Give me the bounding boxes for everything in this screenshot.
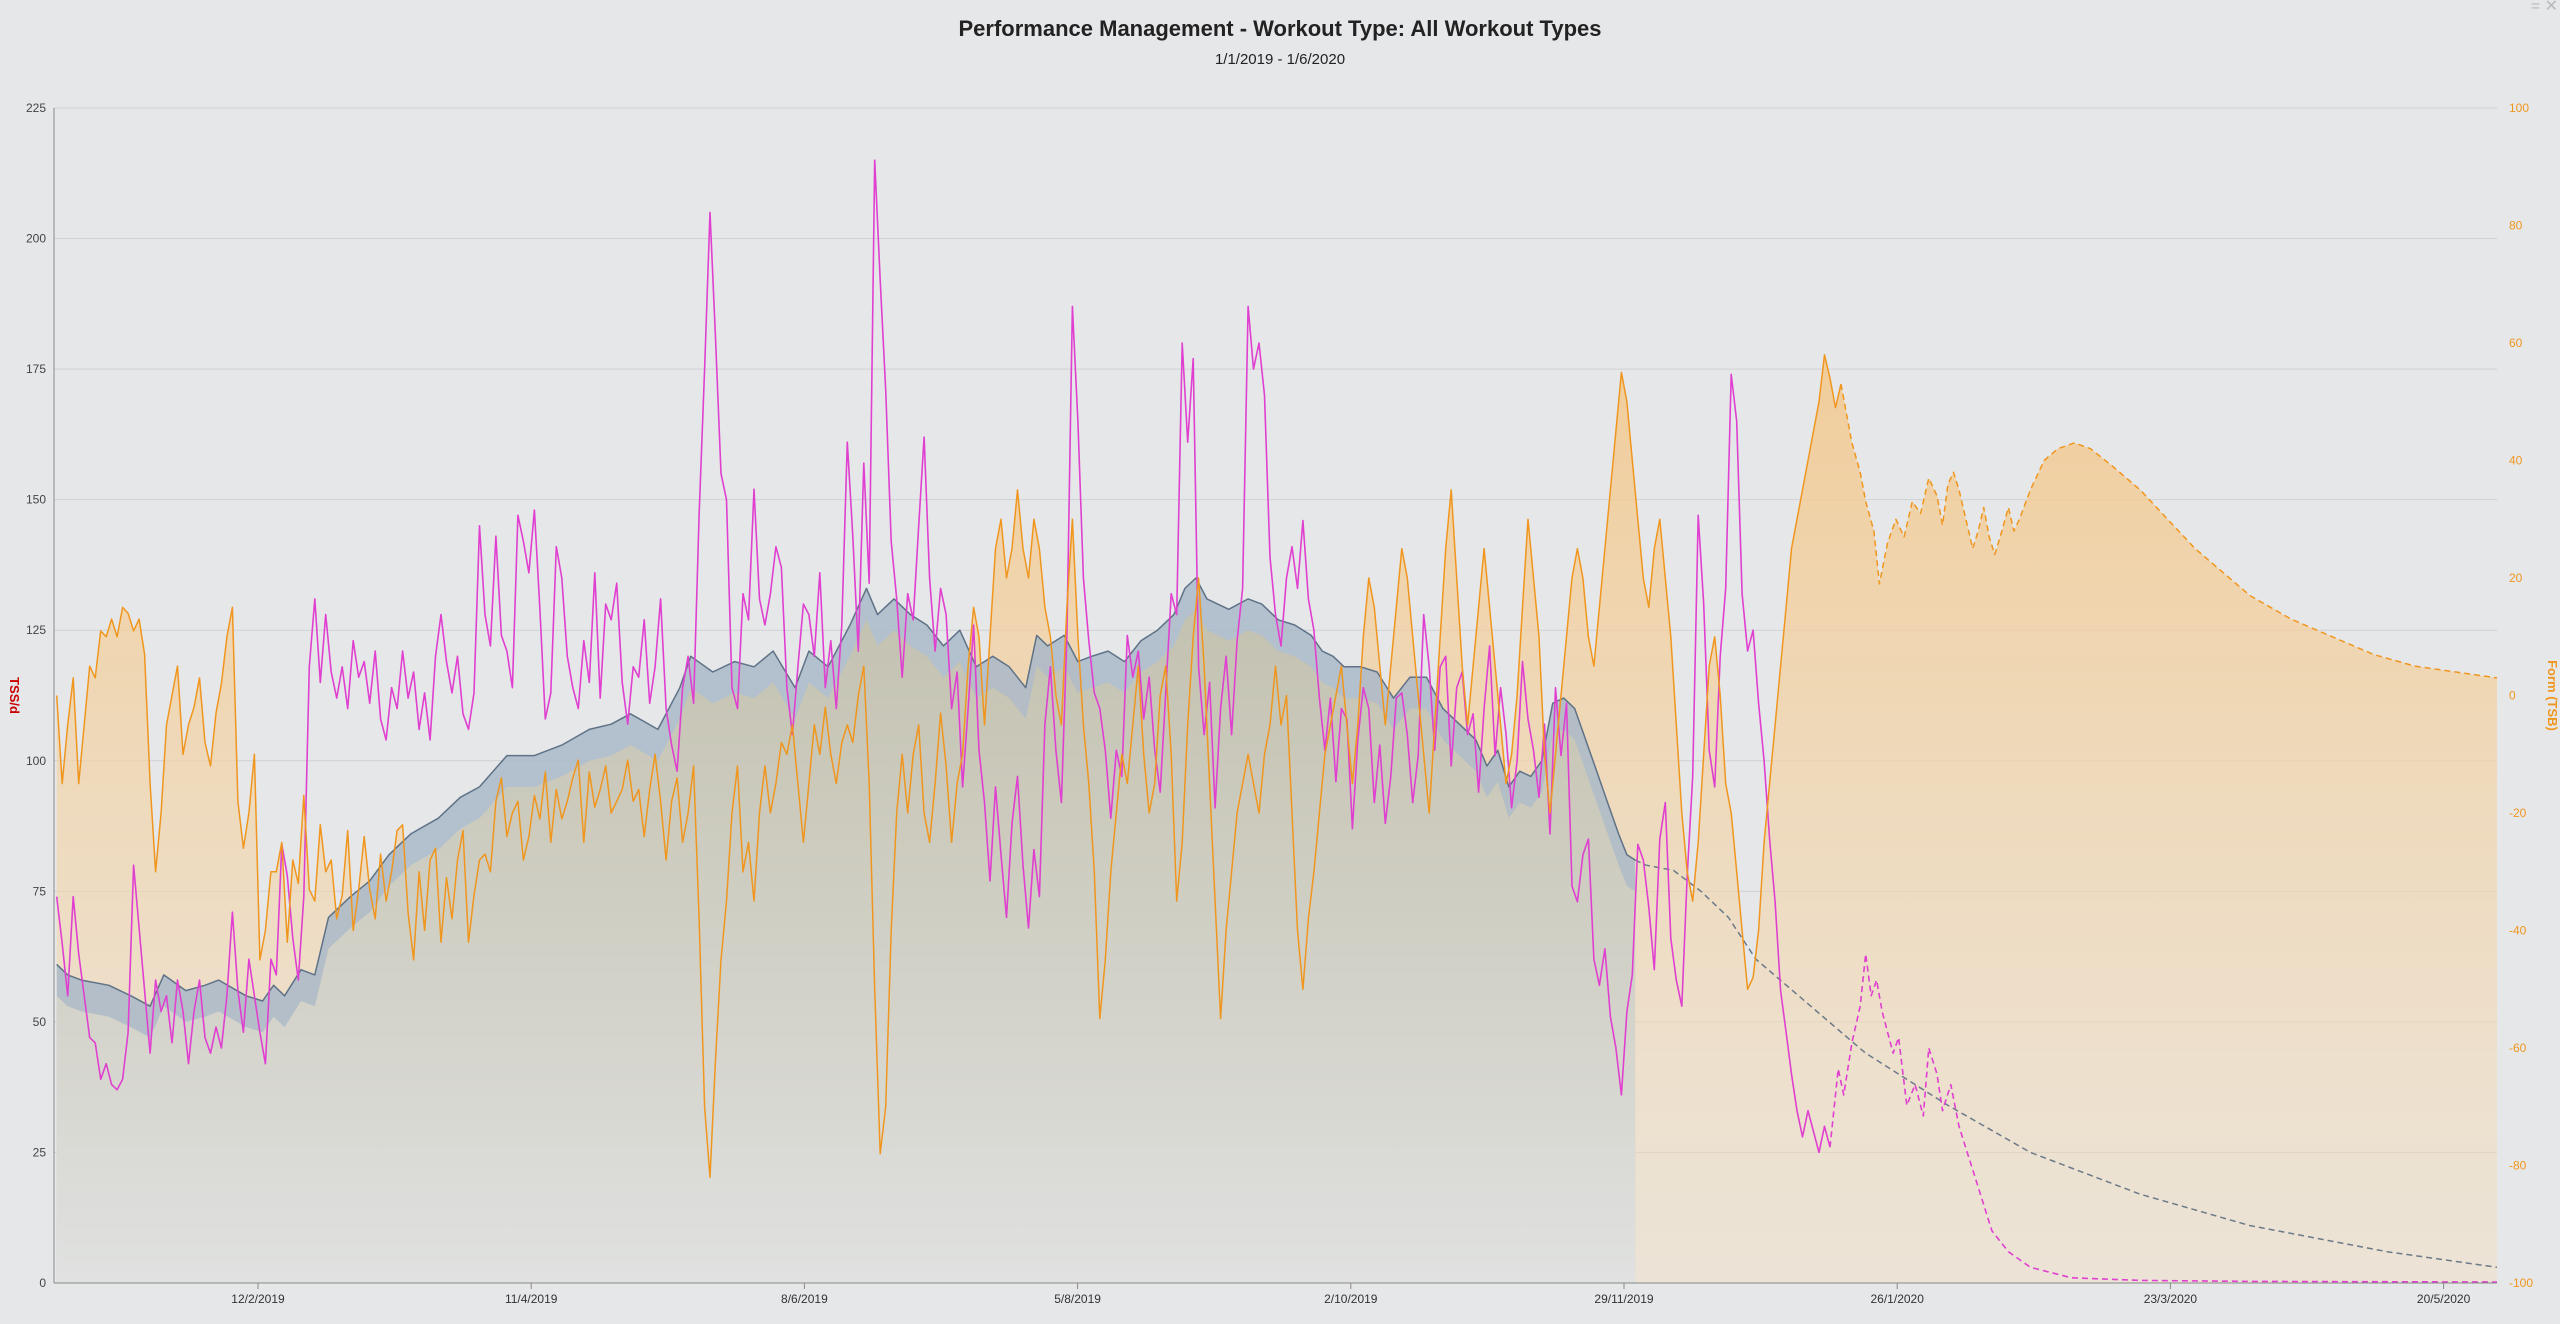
- chart-title: Performance Management - Workout Type: A…: [958, 16, 1602, 41]
- x-tick-4: 2/10/2019: [1324, 1292, 1378, 1306]
- x-tick-7: 23/3/2020: [2144, 1292, 2198, 1306]
- y-left-tick-5: 125: [26, 623, 46, 637]
- series-line-2: [55, 159, 1831, 1154]
- y-right-tick-10: -100: [2509, 1276, 2533, 1290]
- x-tick-8: 20/5/2020: [2417, 1292, 2471, 1306]
- series-line-1: [1634, 859, 2498, 1269]
- fitness-base-area: [56, 609, 1636, 1283]
- series-line-4: [55, 354, 1842, 1179]
- y-right-tick-5: 0: [2509, 689, 2516, 703]
- x-tick-3: 5/8/2019: [1054, 1292, 1101, 1306]
- y-right-tick-8: -60: [2509, 1041, 2527, 1055]
- y-left-tick-6: 150: [26, 493, 46, 507]
- y-left-tick-8: 200: [26, 232, 46, 246]
- y-right-tick-2: 60: [2509, 336, 2523, 350]
- y-left-tick-2: 50: [33, 1015, 47, 1029]
- y-left-tick-3: 75: [33, 884, 47, 898]
- x-tick-2: 8/6/2019: [781, 1292, 828, 1306]
- y-right-title: Form (TSB): [2545, 660, 2560, 731]
- y-left-tick-0: 0: [39, 1276, 46, 1290]
- x-tick-0: 12/2/2019: [231, 1292, 285, 1306]
- series-lines: [55, 159, 2498, 1283]
- x-tick-6: 26/1/2020: [1871, 1292, 1925, 1306]
- menu-close-icons[interactable]: = ✕: [2530, 0, 2558, 15]
- y-right-tick-9: -80: [2509, 1159, 2527, 1173]
- series-line-0: [56, 577, 1636, 1007]
- y-right-tick-1: 80: [2509, 219, 2523, 233]
- y-right-tick-0: 100: [2509, 101, 2529, 115]
- y-right-tick-6: -20: [2509, 806, 2527, 820]
- series-line-3: [1829, 953, 2498, 1283]
- y-right-tick-7: -40: [2509, 924, 2527, 938]
- x-tick-1: 11/4/2019: [505, 1292, 558, 1306]
- chart-subtitle: 1/1/2019 - 1/6/2020: [1214, 51, 1346, 68]
- x-tick-5: 29/11/2019: [1594, 1292, 1653, 1306]
- series-line-5: [1840, 383, 2498, 679]
- y-left-title: TSS/d: [7, 677, 22, 714]
- y-left-tick-1: 25: [33, 1145, 47, 1159]
- y-left-tick-9: 225: [26, 101, 46, 115]
- y-left-tick-7: 175: [26, 362, 46, 376]
- y-right-tick-3: 40: [2509, 454, 2523, 468]
- series-areas: [56, 354, 2498, 1283]
- y-right-tick-4: 20: [2509, 571, 2523, 585]
- y-left-tick-4: 100: [26, 754, 46, 768]
